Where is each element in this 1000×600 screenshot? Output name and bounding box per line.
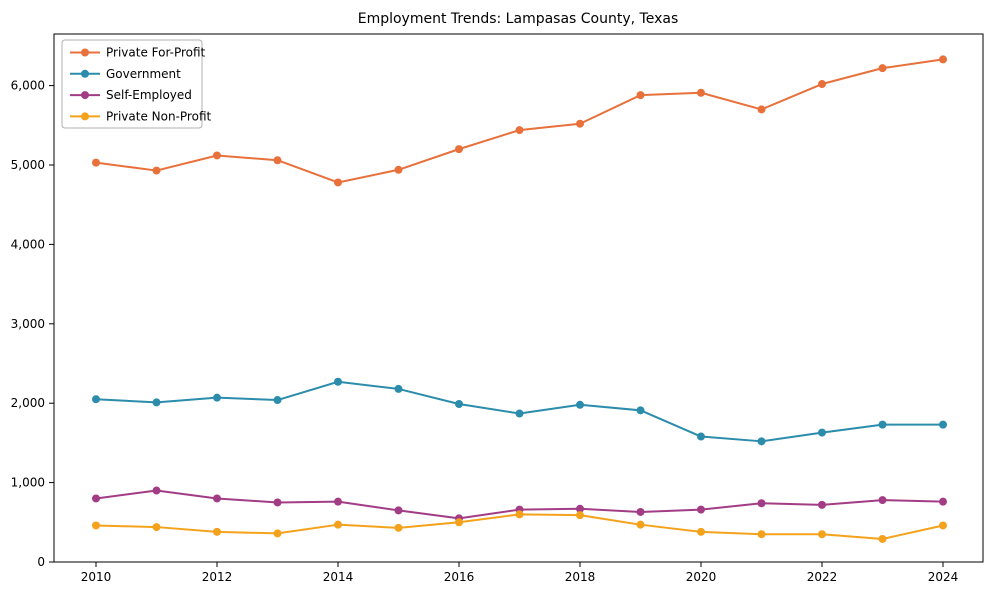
series-marker-government xyxy=(273,396,282,405)
series-marker-private-non-profit xyxy=(878,534,887,543)
series-marker-self-employed xyxy=(939,497,947,506)
x-axis-tick-label: 2012 xyxy=(202,570,233,584)
legend-item-label-self-employed: Self-Employed xyxy=(106,88,192,102)
series-marker-government xyxy=(515,409,524,418)
series-marker-self-employed xyxy=(576,504,584,513)
series-marker-private-non-profit xyxy=(757,530,766,539)
legend: Private For-Profit Government Self-Employe… xyxy=(61,39,212,129)
legend-swatch-marker-private-for-profit xyxy=(81,48,89,57)
series-marker-private-non-profit xyxy=(213,527,221,536)
legend-swatch-marker-self-employed xyxy=(81,91,89,100)
series-marker-private-non-profit xyxy=(818,530,826,539)
series-marker-self-employed xyxy=(152,486,161,495)
y-axis-tick-label: 6,000 xyxy=(11,79,45,93)
series-marker-private-for-profit xyxy=(92,158,100,167)
legend-item-label-private-non-profit: Private Non-Profit xyxy=(106,109,212,123)
series-marker-private-non-profit xyxy=(455,518,463,527)
series-marker-government xyxy=(636,406,645,415)
series-marker-private-non-profit xyxy=(152,523,161,532)
series-marker-private-for-profit xyxy=(455,145,463,154)
legend-swatch-marker-government xyxy=(81,69,89,78)
axes-layer: 2010 2012 2014 2016 2018 2020 2022 2024 0 1,000 2,… xyxy=(11,33,984,584)
series-line-private-for-profit xyxy=(95,58,944,184)
series-marker-private-for-profit xyxy=(576,119,584,128)
series-marker-private-non-profit xyxy=(939,521,947,530)
series-marker-self-employed xyxy=(878,496,887,505)
series-marker-self-employed xyxy=(334,497,342,506)
series-marker-government xyxy=(213,393,221,402)
series-marker-self-employed xyxy=(697,505,705,514)
y-axis-tick-label: 3,000 xyxy=(11,317,45,331)
y-axis-tick-label: 2,000 xyxy=(11,396,45,410)
series-marker-private-for-profit xyxy=(273,156,282,165)
series-layer xyxy=(92,55,947,543)
series-marker-government xyxy=(334,377,342,386)
legend-item-label-government: Government xyxy=(106,67,181,81)
series-marker-private-non-profit xyxy=(273,529,282,538)
x-axis-tick-label: 2010 xyxy=(81,570,112,584)
series-marker-self-employed xyxy=(818,500,826,509)
x-axis-tick-label: 2020 xyxy=(686,570,717,584)
series-marker-self-employed xyxy=(213,494,221,503)
series-marker-private-for-profit xyxy=(697,88,705,97)
series-marker-government xyxy=(455,399,463,408)
legend-swatch-marker-private-non-profit xyxy=(81,112,89,121)
series-marker-private-for-profit xyxy=(878,64,887,73)
series-marker-private-non-profit xyxy=(394,523,403,532)
series-marker-private-non-profit xyxy=(92,521,100,530)
series-marker-self-employed xyxy=(273,498,282,507)
series-marker-private-non-profit xyxy=(697,527,705,536)
series-marker-private-for-profit xyxy=(939,55,947,64)
series-marker-private-non-profit xyxy=(636,520,645,529)
series-marker-self-employed xyxy=(757,499,766,508)
series-marker-private-non-profit xyxy=(576,511,584,520)
x-axis-tick-label: 2024 xyxy=(928,570,959,584)
series-marker-private-for-profit xyxy=(818,80,826,89)
plot-frame xyxy=(53,33,984,563)
series-marker-private-for-profit xyxy=(213,151,221,160)
y-axis-tick-label: 1,000 xyxy=(11,476,45,490)
series-marker-private-for-profit xyxy=(334,178,342,187)
series-marker-government xyxy=(152,398,161,407)
chart-title: Employment Trends: Lampasas County, Texa… xyxy=(358,11,679,27)
series-marker-government xyxy=(939,420,947,429)
series-marker-government xyxy=(92,395,100,404)
series-marker-government xyxy=(878,420,887,429)
series-marker-private-for-profit xyxy=(757,105,766,114)
series-marker-private-for-profit xyxy=(636,91,645,100)
series-marker-private-non-profit xyxy=(515,510,524,519)
x-axis-tick-label: 2016 xyxy=(444,570,475,584)
y-axis-tick-label: 0 xyxy=(37,555,45,569)
series-marker-government xyxy=(394,384,403,393)
series-marker-self-employed xyxy=(92,494,100,503)
x-axis-tick-label: 2022 xyxy=(807,570,838,584)
series-marker-self-employed xyxy=(394,506,403,515)
x-axis-tick-label: 2014 xyxy=(323,570,354,584)
series-marker-private-for-profit xyxy=(515,126,524,135)
series-marker-self-employed xyxy=(636,507,645,516)
legend-box xyxy=(61,39,203,129)
series-marker-private-for-profit xyxy=(394,165,403,174)
series-marker-private-non-profit xyxy=(334,520,342,529)
series-marker-private-for-profit xyxy=(152,166,161,175)
series-marker-government xyxy=(818,428,826,437)
y-axis-tick-label: 4,000 xyxy=(11,237,45,251)
x-axis-tick-label: 2018 xyxy=(565,570,596,584)
series-marker-government xyxy=(757,437,766,446)
series-marker-government xyxy=(697,432,705,441)
y-axis-tick-label: 5,000 xyxy=(11,158,45,172)
legend-item-label-private-for-profit: Private For-Profit xyxy=(106,46,206,60)
series-marker-government xyxy=(576,400,584,409)
